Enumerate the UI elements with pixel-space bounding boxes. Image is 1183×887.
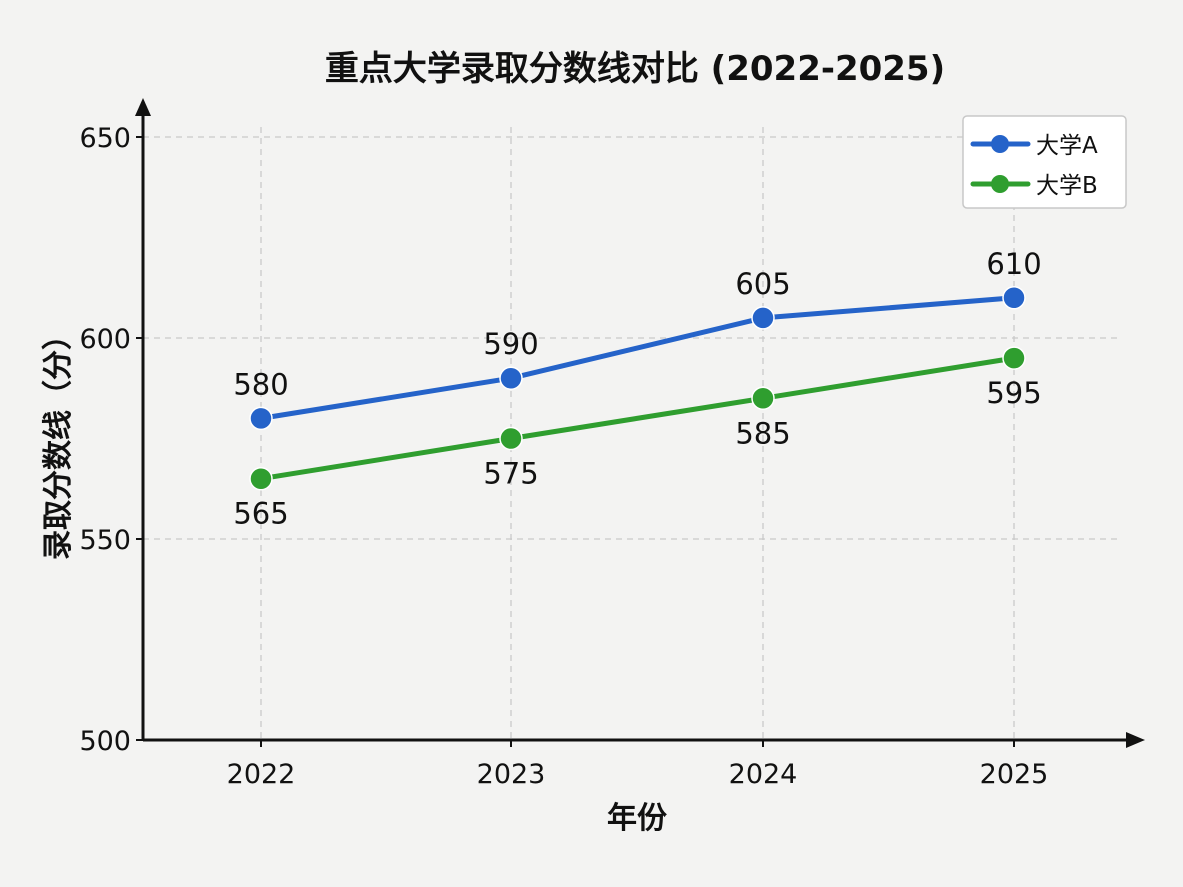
- data-point: [249, 406, 273, 431]
- grid: [143, 127, 1118, 740]
- data-point: [499, 366, 523, 390]
- data-point: [751, 306, 775, 330]
- series-line: [258, 295, 1017, 421]
- data-point: [751, 386, 775, 411]
- data-label: 580: [233, 367, 288, 401]
- data-point: [499, 426, 523, 451]
- data-point: [1002, 286, 1026, 310]
- series-group: 580 590 605 610 565 575 585 595: [233, 247, 1041, 531]
- x-axis-label: 年份: [607, 801, 667, 836]
- data-label: 575: [483, 457, 538, 491]
- data-label: 590: [483, 327, 538, 361]
- legend-entry: 大学A: [970, 133, 1098, 159]
- series-b: 565 575 585 595: [233, 346, 1042, 531]
- data-point: [249, 466, 273, 491]
- y-tick-label: 550: [79, 525, 131, 556]
- y-tick-label: 650: [79, 123, 131, 154]
- data-label: 595: [986, 376, 1041, 410]
- y-tick-labels: 500 550 600 650: [79, 123, 143, 757]
- series-line: [258, 355, 1017, 482]
- data-label: 585: [735, 416, 790, 450]
- legend-marker: [991, 135, 1009, 153]
- x-axis-arrow: [1126, 732, 1145, 748]
- x-tick-label: 2024: [729, 759, 798, 790]
- x-tick-labels: 2022 2023 2024 2025: [227, 740, 1049, 790]
- x-tick-label: 2023: [477, 759, 546, 790]
- x-tick-label: 2025: [980, 759, 1049, 790]
- data-label: 610: [986, 247, 1041, 281]
- x-tick-label: 2022: [227, 759, 296, 790]
- legend-entry: 大学B: [970, 173, 1098, 199]
- data-label: 565: [233, 497, 288, 531]
- data-point: [1002, 346, 1026, 370]
- legend-label: 大学B: [1036, 173, 1098, 199]
- legend-label: 大学A: [1036, 133, 1098, 159]
- y-tick-label: 500: [79, 726, 131, 757]
- legend: 大学A 大学B: [962, 115, 1127, 209]
- y-axis-arrow: [135, 98, 151, 116]
- y-axis-label: 录取分数线（分）: [41, 320, 76, 560]
- y-tick-label: 600: [79, 324, 131, 355]
- data-label: 605: [735, 267, 790, 301]
- legend-marker: [991, 175, 1009, 193]
- series-a: 580 590 605 610: [233, 247, 1042, 431]
- chart-title: 重点大学录取分数线对比 (2022-2025): [325, 49, 945, 89]
